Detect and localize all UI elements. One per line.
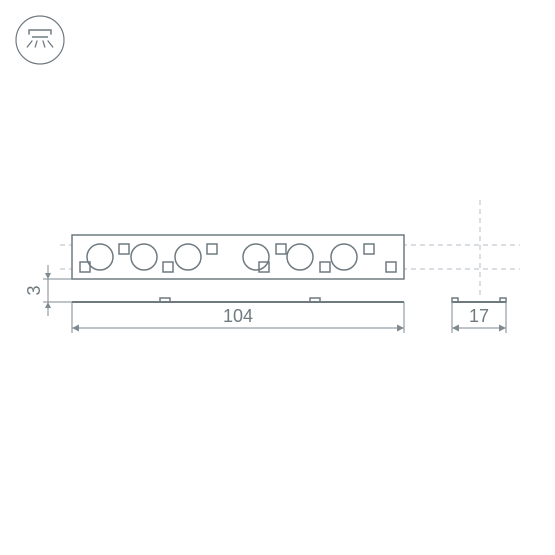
side-clip — [452, 298, 458, 302]
front-profile — [72, 235, 404, 279]
base-clip — [160, 298, 170, 302]
downlight-icon — [16, 16, 64, 64]
dim-label: 104 — [223, 306, 253, 326]
dim-label: 17 — [469, 306, 489, 326]
base-clip — [310, 298, 320, 302]
side-clip — [500, 298, 506, 302]
dim-label: 3 — [24, 285, 44, 295]
technical-drawing: 104 17 3 — [0, 0, 555, 555]
